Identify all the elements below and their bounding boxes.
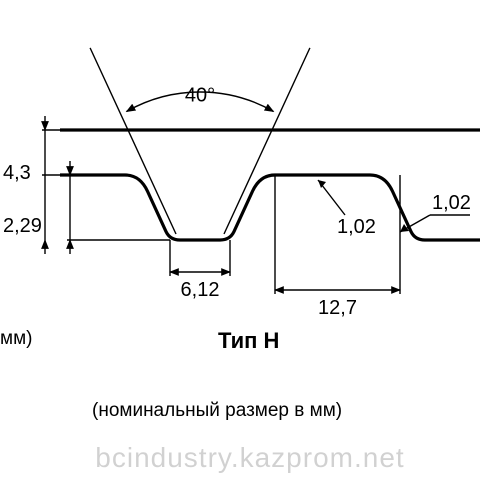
dim-r-bottom-label: 1,02 bbox=[432, 192, 471, 214]
dim-r-top-label: 1,02 bbox=[337, 216, 376, 238]
dim-angle-label: 40° bbox=[185, 85, 215, 107]
angle-ext-left bbox=[90, 48, 176, 234]
dim-4_3-label: 4,3 bbox=[3, 162, 31, 184]
leader-r-top-arrow bbox=[318, 180, 326, 188]
angle-ext-right bbox=[224, 48, 310, 234]
figure-title: Тип H bbox=[218, 328, 279, 354]
side-mm-label: мм) bbox=[0, 328, 32, 350]
dim-6_12-label: 6,12 bbox=[181, 279, 220, 301]
dim-2_29-label: 2,29 bbox=[3, 215, 42, 237]
dim-pitch-label: 12,7 bbox=[318, 297, 357, 319]
belt-profile-diagram: 40° 4,3 2,29 6,12 12,7 1,02 1,02 bbox=[0, 0, 500, 500]
belt-tooth-profile bbox=[60, 175, 480, 240]
figure-caption: (номинальный размер в мм) bbox=[92, 400, 342, 422]
